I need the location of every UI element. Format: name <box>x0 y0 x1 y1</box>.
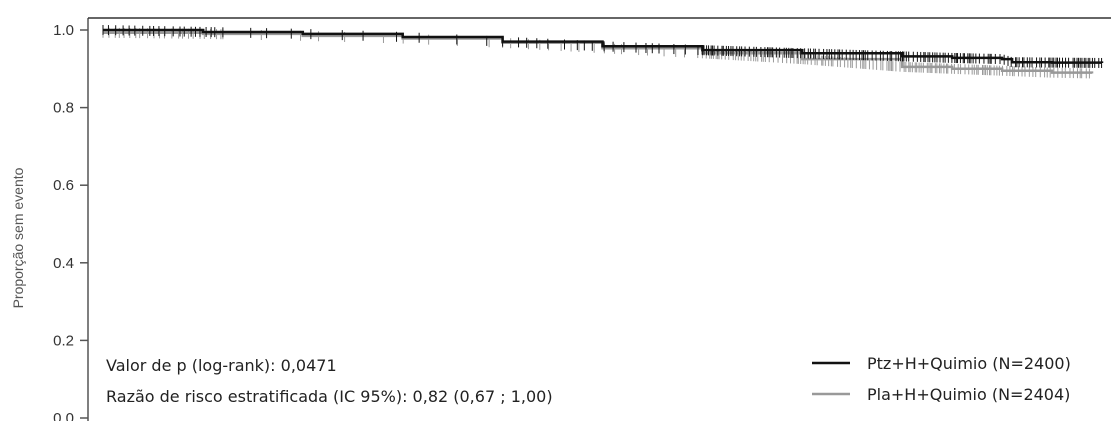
y-tick-label: 0.2 <box>53 332 74 349</box>
annotation-hazard-ratio: Razão de risco estratificada (IC 95%): 0… <box>106 387 553 406</box>
annotation-box <box>98 340 1103 421</box>
y-tick-label: 0.8 <box>53 100 74 117</box>
y-tick-label: 0.0 <box>53 410 74 421</box>
y-tick-label: 0.4 <box>53 255 74 272</box>
annotation-p-value: Valor de p (log-rank): 0,0471 <box>106 356 337 375</box>
series-line <box>103 28 1104 64</box>
legend-label-pla: Pla+H+Quimio (N=2404) <box>867 385 1070 404</box>
legend: Ptz+H+Quimio (N=2400) Pla+H+Quimio (N=24… <box>812 354 1071 404</box>
y-tick-label: 1.0 <box>53 22 74 39</box>
legend-label-ptz: Ptz+H+Quimio (N=2400) <box>867 354 1071 373</box>
y-axis-label: Proporção sem evento <box>10 167 26 308</box>
y-ticks: 0.0 0.2 0.4 0.6 0.8 1.0 <box>53 22 88 421</box>
y-tick-label: 0.6 <box>53 177 74 194</box>
series-layer <box>102 25 1104 79</box>
series-ptz <box>102 25 1104 68</box>
